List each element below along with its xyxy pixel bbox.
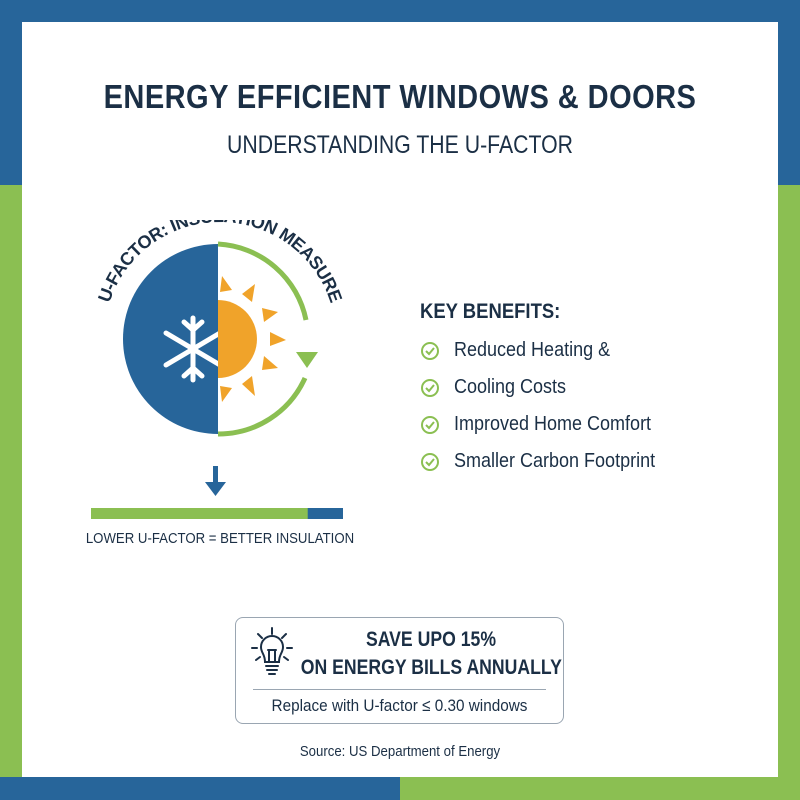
check-circle-icon [421,378,439,397]
check-circle-icon [421,452,439,471]
key-benefits: KEY BENEFITS: Reduced Heating & Cooling C… [420,300,677,480]
down-arrow-icon [205,466,226,496]
lightbulb-icon [251,627,293,675]
benefit-item: Improved Home Comfort [420,406,677,443]
benefit-item: Smaller Carbon Footprint [420,443,677,480]
page-title: ENERGY EFFICIENT WINDOWS & DOORS [103,78,697,115]
callout-headline: SAVE UPO 15% [365,628,497,651]
callout-note: Replace with U-factor ≤ 0.30 windows [271,696,528,715]
u-factor-scale-bar-fill [91,508,308,519]
cycle-arrowhead [296,352,318,368]
scale-label: LOWER U-FACTOR = BETTER INSULATION [85,530,355,547]
arc-label: U-FACTOR: INSULATION MEASURE [94,220,346,305]
benefit-item: Reduced Heating & [420,332,677,369]
savings-callout: SAVE UPO 15% ON ENERGY BILLS ANNUALLY Re… [235,617,564,724]
u-factor-diagram: U-FACTOR: INSULATION MEASURE [91,220,346,519]
page-subtitle: UNDERSTANDING THE U-FACTOR [227,131,573,159]
cycle-arrow-icon [217,241,309,437]
benefit-label: Smaller Carbon Footprint [454,450,656,472]
benefit-item: Cooling Costs [420,369,677,406]
callout-divider [253,689,546,690]
source-note: Source: US Department of Energy [299,743,501,760]
check-circle-icon [421,415,439,434]
benefit-label: Cooling Costs [454,376,567,398]
check-circle-icon [421,341,439,360]
benefits-heading: KEY BENEFITS: [420,300,561,323]
callout-subheadline: ON ENERGY BILLS ANNUALLY [300,656,562,679]
sun-icon [218,276,286,402]
benefit-label: Improved Home Comfort [454,413,652,435]
snowflake-icon [163,315,223,383]
background-blue-strip [0,777,400,800]
benefit-label: Reduced Heating & [454,339,611,361]
cold-half-circle [123,244,218,434]
